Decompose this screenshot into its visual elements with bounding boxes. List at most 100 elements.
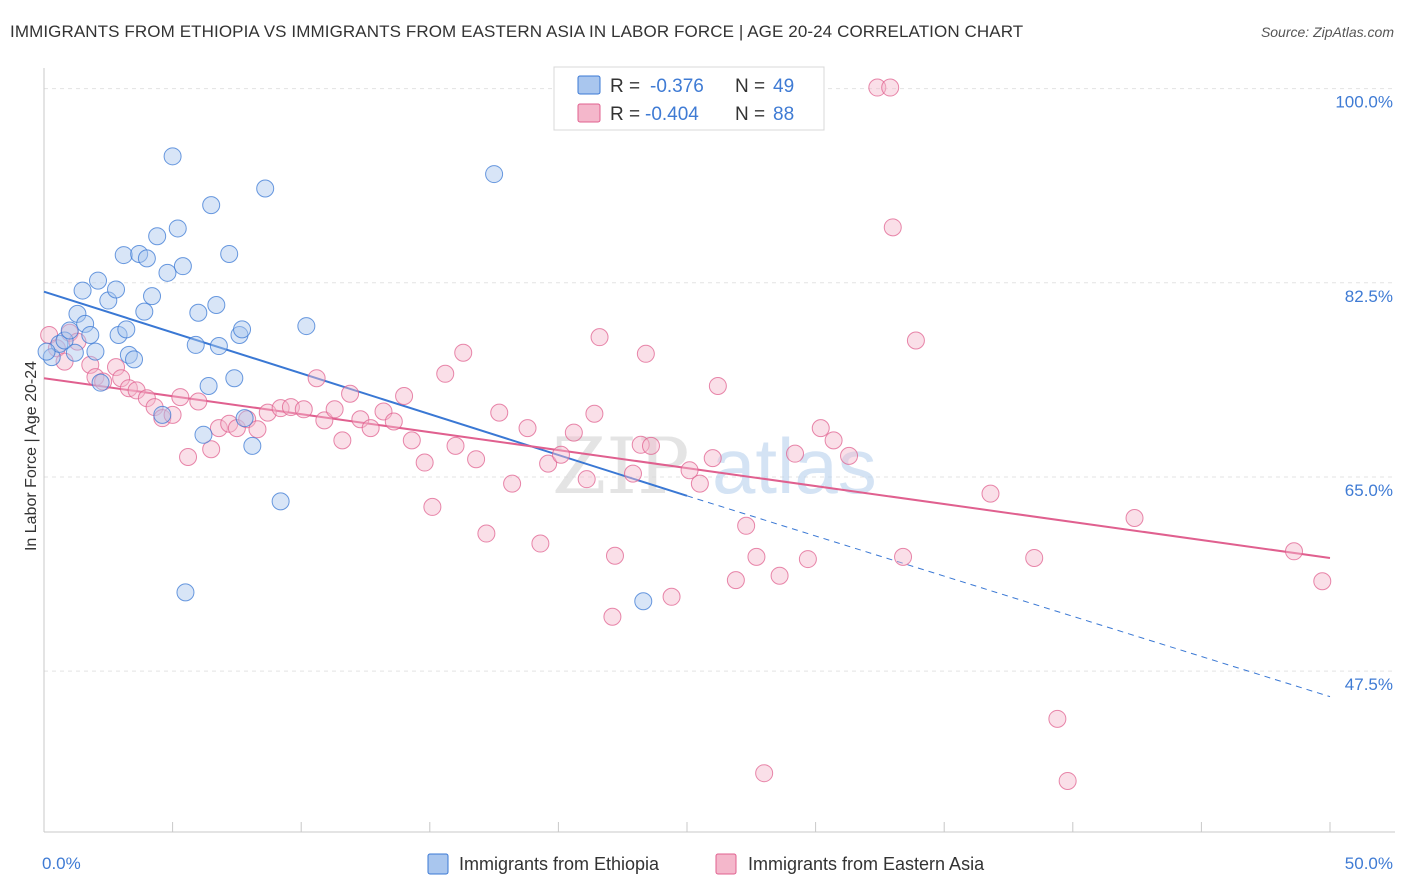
ethiopia-point-27 [168,219,187,238]
ethiopia-point-44 [271,492,290,511]
eastern-asia-point-15 [163,405,182,424]
eastern-asia-point-82 [906,331,925,350]
eastern-asia-point-47 [490,403,509,422]
eastern-asia-point-44 [454,343,473,362]
ethiopia-point-34 [202,196,221,215]
eastern-asia-point-77 [840,446,859,465]
series-legend: Immigrants from Ethiopia Immigrants from… [427,853,985,875]
eastern-asia-point-78 [868,78,887,97]
chart-title: IMMIGRANTS FROM ETHIOPIA VS IMMIGRANTS F… [10,22,1024,41]
eastern-asia-point-49 [518,419,537,438]
eastern-asia-point-57 [603,607,622,626]
eastern-asia-point-58 [605,546,624,565]
legend-r-label-1: R = [610,76,640,97]
eastern-asia-point-34 [351,410,370,429]
eastern-asia-point-43 [446,436,465,455]
eastern-asia-point-33 [341,384,360,403]
ethiopia-point-46 [485,165,504,184]
eastern-asia-point-68 [726,571,745,590]
eastern-asia-point-71 [755,764,774,783]
eastern-asia-point-17 [179,447,198,466]
eastern-asia-point-81 [894,547,913,566]
ethiopia-point-43 [256,179,275,198]
eastern-asia-point-24 [248,420,267,439]
ethiopia-point-9 [86,342,105,361]
y-tick-label-0: 100.0% [1335,93,1393,112]
eastern-asia-point-62 [641,436,660,455]
eastern-asia-point-22 [227,419,246,438]
ethiopia-point-4 [65,343,84,362]
eastern-asia-point-61 [636,344,655,363]
ethiopia-point-30 [186,335,205,354]
ethiopia-point-48 [37,342,56,361]
ethiopia-point-45 [297,317,316,336]
legend-n-label-2: N = [735,104,765,125]
ethiopia-point-47 [634,592,653,611]
eastern-asia-point-31 [325,400,344,419]
ethiopia-point-40 [233,320,252,339]
eastern-asia-point-53 [564,423,583,442]
ethiopia-point-28 [173,257,192,276]
ethiopia-point-41 [235,409,254,428]
ethiopia-point-26 [163,147,182,166]
source-note: Source: ZipAtlas.com [1260,24,1394,40]
eastern-asia-point-8 [107,358,126,377]
ethiopia-point-36 [209,337,228,356]
ethiopia-point-16 [117,320,136,339]
eastern-asia-point-16 [171,388,190,407]
ethiopia-point-5 [68,304,87,323]
eastern-asia-point-83 [981,484,1000,503]
ethiopia-point-33 [199,376,218,395]
legend-swatch-blue [577,75,601,95]
ethiopia-point-22 [143,287,162,306]
ethiopia-point-7 [76,314,95,333]
series-label-ethiopia: Immigrants from Ethiopia [459,854,660,874]
eastern-asia-point-46 [477,524,496,543]
x-tick-label-0: 0.0% [42,854,81,873]
legend-r-value-1: -0.376 [650,76,704,97]
eastern-asia-point-63 [662,587,681,606]
eastern-asia-point-76 [824,431,843,450]
eastern-asia-point-50 [531,534,550,553]
eastern-asia-point-41 [423,497,442,516]
tick-labels: 100.0% 82.5% 65.0% 47.5% 0.0% 50.0% [42,93,1393,873]
eastern-asia-point-75 [811,419,830,438]
eastern-asia-point-52 [551,445,570,464]
eastern-asia-point-38 [395,386,414,405]
y-tick-label-3: 47.5% [1345,675,1393,694]
y-axis-label: In Labor Force | Age 20-24 [23,361,40,551]
legend-n-value-1: 49 [773,76,794,97]
eastern-asia-point-45 [467,450,486,469]
eastern-asia-point-70 [747,547,766,566]
eastern-asia-point-20 [209,419,228,438]
eastern-asia-point-40 [415,453,434,472]
eastern-asia-point-54 [577,470,596,489]
eastern-asia-point-85 [1048,709,1067,728]
eastern-asia-point-39 [402,431,421,450]
eastern-asia-point-11 [127,381,146,400]
ethiopia-point-42 [243,436,262,455]
ethiopia-point-20 [135,302,154,321]
ethiopia-point-13 [107,280,126,299]
ethiopia-point-29 [176,583,195,602]
data-points [37,78,1332,790]
ethiopia-point-3 [60,321,79,340]
ethiopia-point-2 [55,331,74,350]
eastern-asia-point-88 [1284,542,1303,561]
eastern-asia-point-30 [315,411,334,430]
series-swatch-eastern-asia [715,853,737,875]
watermark-zip: ZIP [552,422,690,512]
ethiopia-point-31 [189,303,208,322]
ethiopia-point-10 [89,271,108,290]
axes [43,68,1395,833]
ethiopia-point-11 [91,373,110,392]
eastern-asia-point-84 [1025,548,1044,567]
eastern-asia-point-9 [112,369,131,388]
ethiopia-point-18 [125,350,144,369]
eastern-asia-point-42 [436,364,455,383]
trend-line-1 [43,377,1331,559]
eastern-asia-point-35 [361,419,380,438]
ethiopia-point-21 [137,249,156,268]
ethiopia-point-24 [153,405,172,424]
eastern-asia-point-65 [690,474,709,493]
